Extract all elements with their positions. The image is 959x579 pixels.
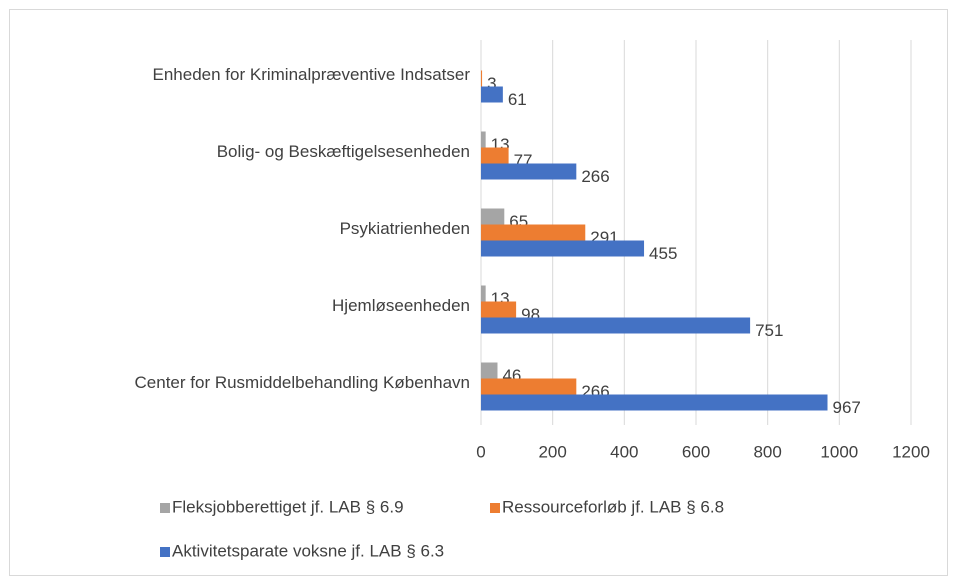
bar: [481, 86, 503, 103]
bar: [481, 362, 498, 379]
data-label: 61: [508, 90, 527, 109]
x-tick-label: 800: [753, 442, 781, 461]
data-label: 455: [649, 244, 677, 263]
data-label: 751: [755, 321, 783, 340]
bar: [481, 163, 577, 180]
data-label: 3: [487, 74, 496, 93]
legend-label: Aktivitetsparate voksne jf. LAB § 6.3: [172, 541, 444, 560]
bar: [481, 131, 486, 148]
bar: [481, 394, 828, 411]
data-label: 967: [833, 398, 861, 417]
x-tick-label: 1000: [820, 442, 858, 461]
legend-label: Fleksjobberettiget jf. LAB § 6.9: [172, 497, 404, 516]
y-tick-label: Psykiatrienheden: [340, 219, 470, 238]
bar: [481, 70, 483, 87]
legend-swatch: [160, 503, 170, 513]
bar: [481, 317, 751, 334]
y-tick-label: Bolig- og Beskæftigelsesenheden: [217, 142, 470, 161]
chart-frame: [9, 9, 948, 576]
x-tick-label: 1200: [892, 442, 930, 461]
x-tick-label: 0: [476, 442, 485, 461]
data-label: 266: [581, 167, 609, 186]
bar: [481, 224, 586, 241]
x-tick-label: 600: [682, 442, 710, 461]
legend-swatch: [160, 547, 170, 557]
y-tick-label: Center for Rusmiddelbehandling København: [135, 373, 470, 392]
bar: [481, 147, 509, 164]
y-tick-label: Hjemløseenheden: [332, 296, 470, 315]
legend-label: Ressourceforløb jf. LAB § 6.8: [502, 497, 724, 516]
y-tick-label: Enheden for Kriminalpræventive Indsatser: [153, 65, 471, 84]
bar: [481, 240, 645, 257]
x-tick-label: 200: [538, 442, 566, 461]
bar: [481, 285, 486, 302]
bar: [481, 301, 517, 318]
legend-swatch: [490, 503, 500, 513]
bar: [481, 378, 577, 395]
x-tick-label: 400: [610, 442, 638, 461]
bar: [481, 208, 505, 225]
